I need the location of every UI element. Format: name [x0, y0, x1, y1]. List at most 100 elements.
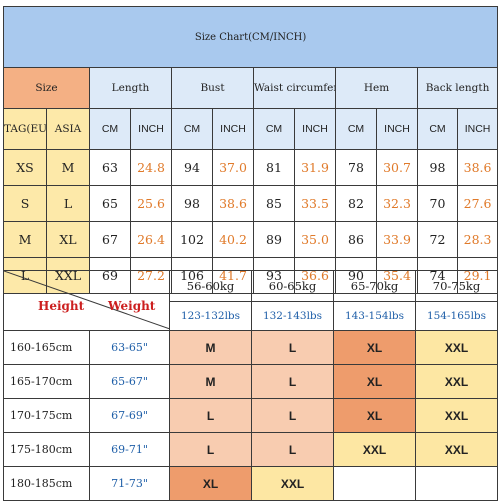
hem-cm: 86 [335, 221, 377, 258]
length-inch: 25.6 [130, 185, 172, 222]
hem-cm: 82 [335, 185, 377, 222]
subheader-tag-eu: TAG(EU) [3, 108, 47, 150]
size-eu: M [3, 221, 47, 258]
height-range: 180-185cm [3, 466, 90, 501]
length-cm: 65 [89, 185, 131, 222]
header-hem: Hem [335, 67, 418, 109]
fit-row: 165-170cm 65-67" M L XL XXL [3, 364, 498, 399]
fit-row: 180-185cm 71-73" XL XXL [3, 466, 498, 501]
fit-size: XL [333, 330, 416, 365]
subheader-inch: INCH [456, 108, 499, 150]
back-length-cm: 72 [417, 221, 458, 258]
subheader-cm: CM [89, 108, 131, 150]
fit-size [415, 466, 498, 501]
fit-row: 170-175cm 67-69" L L XL XXL [3, 398, 498, 433]
fit-size: L [169, 398, 252, 433]
header-waist: Waist circumference [253, 67, 336, 109]
back-length-cm: 70 [417, 185, 458, 222]
size-asia: L [46, 185, 90, 222]
bust-inch: 40.2 [212, 221, 254, 258]
weight-range-kg: 56-60kg [169, 270, 252, 302]
height-inches: 67-69" [89, 398, 170, 433]
length-inch: 26.4 [130, 221, 172, 258]
fit-size: XXL [415, 364, 498, 399]
weight-range-lbs: 123-132lbs [169, 301, 252, 331]
length-inch: 24.8 [130, 149, 172, 186]
fit-row: 175-180cm 69-71" L L XXL XXL [3, 432, 498, 467]
weight-range-lbs: 132-143lbs [251, 301, 334, 331]
size-chart-table: Size Chart(CM/INCH) Size Length Bust Wai… [2, 6, 499, 294]
fit-size: XXL [415, 330, 498, 365]
fit-size: M [169, 330, 252, 365]
bust-cm: 98 [171, 185, 213, 222]
weight-range-kg: 65-70kg [333, 270, 416, 302]
fit-row: 160-165cm 63-65" M L XL XXL [3, 330, 498, 365]
weight-range-lbs: 143-154lbs [333, 301, 416, 331]
weight-range-kg: 70-75kg [415, 270, 498, 302]
header-bust: Bust [171, 67, 254, 109]
hem-inch: 30.7 [376, 149, 418, 186]
subheader-inch: INCH [294, 108, 336, 150]
height-range: 160-165cm [3, 330, 90, 365]
height-range: 175-180cm [3, 432, 90, 467]
hem-inch: 32.3 [376, 185, 418, 222]
header-back-length: Back length [416, 67, 499, 109]
weight-label: Weight [108, 299, 156, 313]
height-inches: 69-71" [89, 432, 170, 467]
fit-size: XL [333, 398, 416, 433]
height-inches: 63-65" [89, 330, 170, 365]
hem-inch: 33.9 [376, 221, 418, 258]
subheader-inch: INCH [212, 108, 254, 150]
subheader-asia: ASIA [46, 108, 90, 150]
header-length: Length [89, 67, 172, 109]
size-asia: XL [46, 221, 90, 258]
waist-cm: 81 [253, 149, 295, 186]
subheader-cm: CM [171, 108, 213, 150]
fit-size: XXL [251, 466, 334, 501]
length-cm: 67 [89, 221, 131, 258]
size-row: XS M 63 24.8 94 37.0 81 31.9 78 30.7 98 … [3, 149, 499, 186]
height-inches: 65-67" [89, 364, 170, 399]
size-eu: S [3, 185, 47, 222]
fit-size: XXL [415, 398, 498, 433]
fit-size: L [251, 330, 334, 365]
bust-inch: 38.6 [212, 185, 254, 222]
waist-inch: 33.5 [294, 185, 336, 222]
fit-size [333, 466, 416, 501]
size-chart-title: Size Chart(CM/INCH) [2, 6, 499, 68]
length-cm: 63 [89, 149, 131, 186]
fit-size: M [169, 364, 252, 399]
weight-range-kg: 60-65kg [251, 270, 334, 302]
bust-cm: 94 [171, 149, 213, 186]
fit-size: XL [169, 466, 252, 501]
back-length-cm: 98 [417, 149, 458, 186]
waist-cm: 89 [253, 221, 295, 258]
waist-inch: 35.0 [294, 221, 336, 258]
subheader-cm: CM [417, 108, 458, 150]
height-weight-corner: Height Weight [3, 270, 170, 331]
fit-recommendation-table: Height Weight 56-60kg 60-65kg 65-70kg 70… [3, 270, 498, 501]
size-row: S L 65 25.6 98 38.6 85 33.5 82 32.3 70 2… [3, 185, 499, 222]
size-eu: XS [3, 149, 47, 186]
fit-size: XL [333, 364, 416, 399]
subheader-cm: CM [253, 108, 295, 150]
size-asia: M [46, 149, 90, 186]
bust-inch: 37.0 [212, 149, 254, 186]
subheader-inch: INCH [376, 108, 418, 150]
height-range: 165-170cm [3, 364, 90, 399]
fit-size: L [169, 432, 252, 467]
fit-size: XXL [415, 432, 498, 467]
height-inches: 71-73" [89, 466, 170, 501]
header-size: Size [3, 67, 90, 109]
waist-inch: 31.9 [294, 149, 336, 186]
fit-size: L [251, 364, 334, 399]
back-length-inch: 28.3 [456, 221, 499, 258]
height-label: Height [38, 299, 85, 313]
back-length-inch: 27.6 [456, 185, 499, 222]
height-range: 170-175cm [3, 398, 90, 433]
fit-size: L [251, 432, 334, 467]
back-length-inch: 38.6 [456, 149, 499, 186]
subheader-inch: INCH [130, 108, 172, 150]
diagonal-divider [4, 271, 169, 329]
waist-cm: 85 [253, 185, 295, 222]
